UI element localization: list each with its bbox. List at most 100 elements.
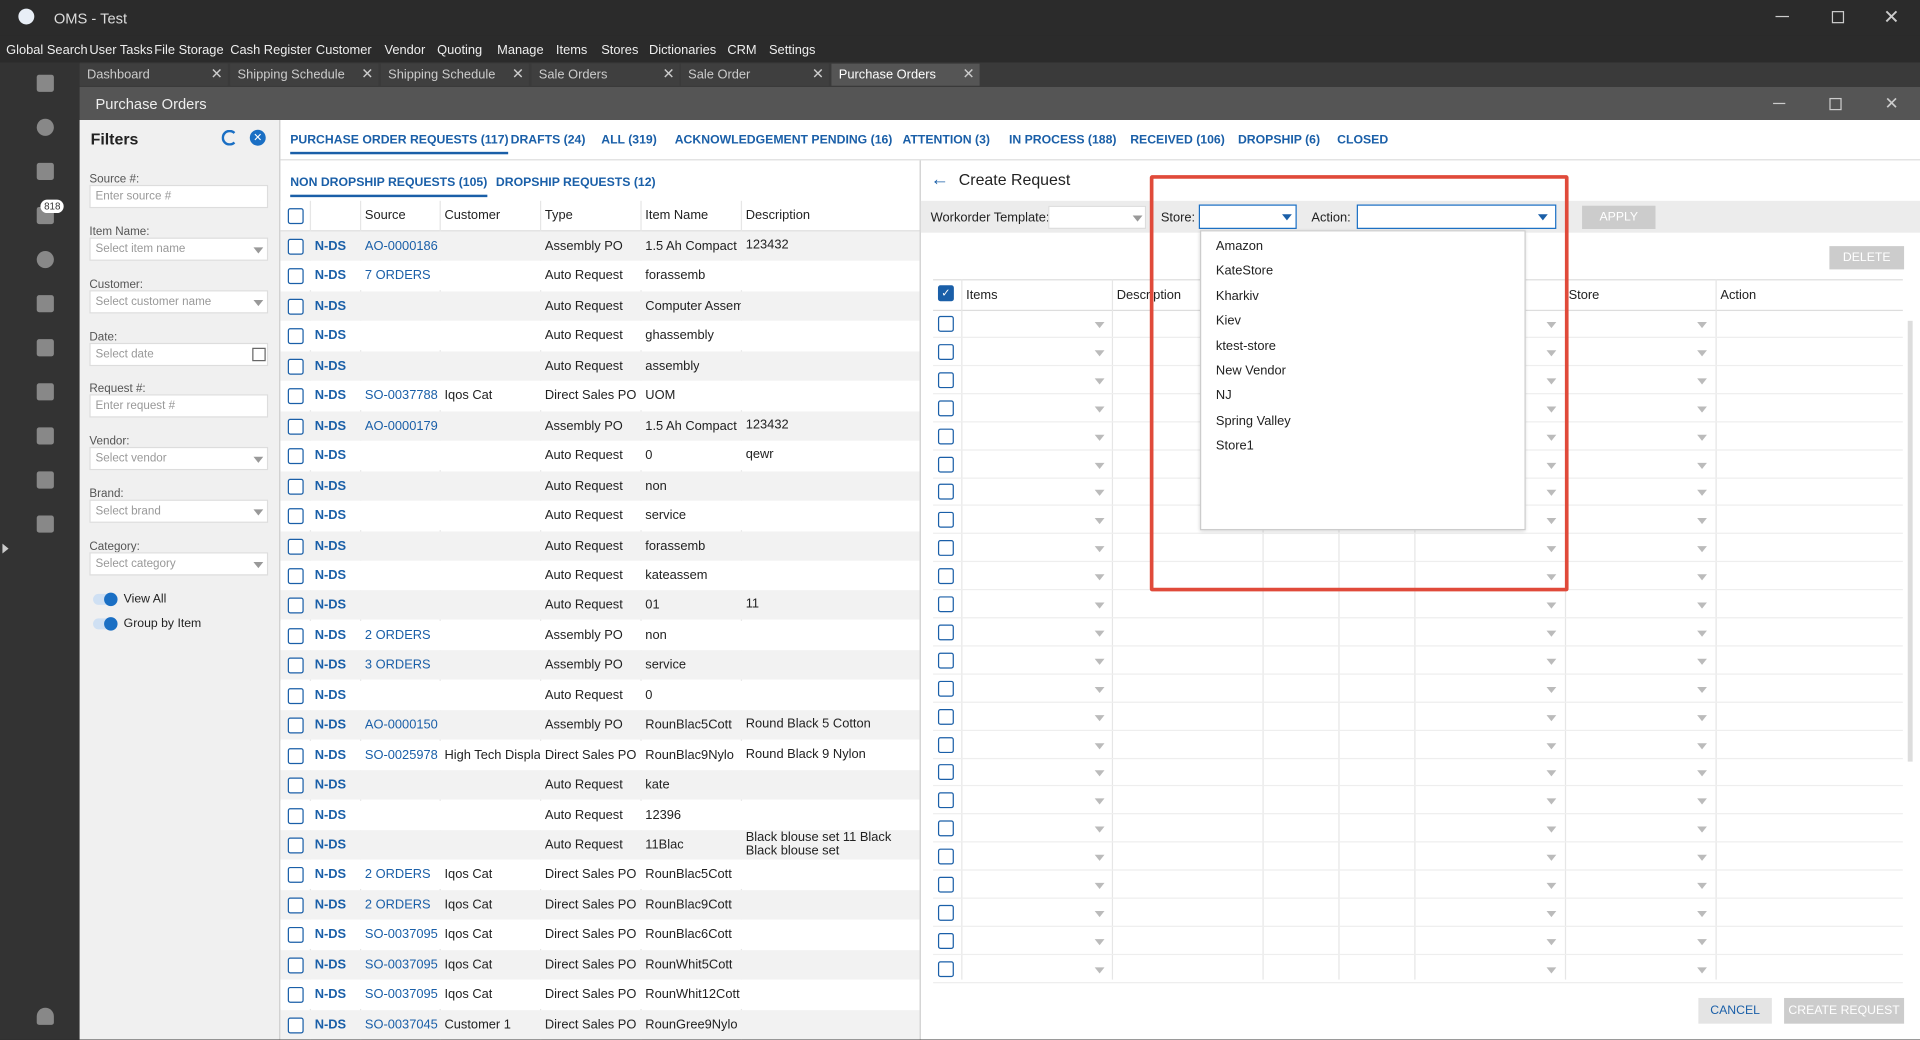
table-cell[interactable]: N-DS xyxy=(314,867,347,883)
grid-row-checkbox[interactable] xyxy=(937,315,954,332)
row-checkbox[interactable] xyxy=(287,238,304,255)
table-cell[interactable]: N-DS xyxy=(314,598,347,613)
dropdown-option[interactable]: KateStore xyxy=(1215,263,1274,279)
grid-row-checkbox[interactable] xyxy=(937,540,954,557)
table-cell[interactable]: N-DS xyxy=(314,448,347,464)
row-checkbox[interactable] xyxy=(287,657,304,674)
dropdown-option[interactable]: Kiev xyxy=(1215,313,1241,329)
grid-select-all[interactable]: ✓ xyxy=(937,285,954,302)
row-checkbox[interactable] xyxy=(287,897,304,914)
grid-row-checkbox[interactable] xyxy=(937,596,954,613)
tab-close[interactable]: ✕ xyxy=(811,64,825,83)
table-cell[interactable]: N-DS xyxy=(314,268,347,284)
table-cell[interactable]: N-DS xyxy=(314,747,347,763)
table-row[interactable] xyxy=(280,860,920,890)
table-row[interactable] xyxy=(280,440,920,471)
row-checkbox[interactable] xyxy=(287,807,304,824)
row-checkbox[interactable] xyxy=(287,627,304,644)
filter-input[interactable]: Select date xyxy=(89,342,269,367)
grid-row-checkbox[interactable] xyxy=(937,512,954,529)
table-row[interactable] xyxy=(280,620,920,651)
cancel-button[interactable]: CANCEL xyxy=(1698,997,1772,1024)
table-cell[interactable]: N-DS xyxy=(314,328,347,344)
grid-row-checkbox[interactable] xyxy=(937,792,954,809)
table-cell[interactable]: AO-0000186 xyxy=(364,238,438,254)
dropdown-option[interactable]: ktest-store xyxy=(1215,338,1276,354)
sidebar-icon[interactable] xyxy=(36,471,54,489)
table-row[interactable] xyxy=(280,470,920,501)
table-cell[interactable]: N-DS xyxy=(314,1017,347,1032)
sidebar-icon[interactable] xyxy=(36,162,54,181)
grid-row-checkbox[interactable] xyxy=(937,764,954,781)
row-checkbox[interactable] xyxy=(287,747,304,764)
menu-item[interactable]: Dictionaries xyxy=(648,42,717,58)
minimize[interactable] xyxy=(1775,15,1789,18)
grid-row-checkbox[interactable] xyxy=(937,568,954,585)
table-cell[interactable]: N-DS xyxy=(314,837,347,853)
back-arrow[interactable]: ← xyxy=(930,168,949,190)
window-min[interactable] xyxy=(1773,102,1786,105)
table-cell[interactable]: N-DS xyxy=(314,777,347,793)
grid-row-checkbox[interactable] xyxy=(937,848,954,865)
grid-row-checkbox[interactable] xyxy=(937,876,954,893)
filter-input[interactable]: Enter source # xyxy=(89,184,269,209)
row-checkbox[interactable] xyxy=(287,268,304,285)
table-cell[interactable]: N-DS xyxy=(314,418,347,434)
table-cell[interactable]: 2 ORDERS xyxy=(364,867,431,883)
menu-item[interactable]: Cash Register xyxy=(230,42,312,58)
table-cell[interactable]: SO-0037095 xyxy=(364,987,438,1002)
table-row[interactable] xyxy=(280,770,920,800)
table-row[interactable] xyxy=(280,291,920,321)
tab-close[interactable]: ✕ xyxy=(662,64,675,83)
table-row[interactable] xyxy=(280,321,920,351)
dropdown-option[interactable]: Amazon xyxy=(1215,238,1264,254)
table-cell[interactable]: N-DS xyxy=(314,657,347,673)
tab[interactable] xyxy=(531,63,680,86)
table-cell[interactable]: N-DS xyxy=(314,987,347,1002)
table-row[interactable] xyxy=(280,650,920,680)
table-cell[interactable]: N-DS xyxy=(314,897,347,913)
dropdown-option[interactable]: Spring Valley xyxy=(1215,413,1291,429)
menu-item[interactable]: Items xyxy=(555,42,588,58)
grid-row-checkbox[interactable] xyxy=(937,484,954,501)
row-checkbox[interactable] xyxy=(287,418,304,435)
store-select[interactable] xyxy=(1198,204,1297,229)
dropdown-option[interactable]: Kharkiv xyxy=(1215,288,1259,304)
grid-row-checkbox[interactable] xyxy=(937,932,954,949)
menu-item[interactable]: Stores xyxy=(601,42,639,58)
table-row[interactable] xyxy=(280,500,920,531)
tab[interactable] xyxy=(230,63,379,86)
status-tab[interactable]: ATTENTION (3) xyxy=(902,133,990,147)
workorder-select[interactable] xyxy=(1048,205,1147,229)
table-cell[interactable]: N-DS xyxy=(314,568,347,583)
filter-input[interactable]: Select customer name xyxy=(89,290,269,314)
table-row[interactable] xyxy=(280,231,920,261)
toggle[interactable] xyxy=(93,593,116,605)
dropdown-option[interactable]: NJ xyxy=(1215,388,1232,404)
table-row[interactable] xyxy=(280,890,920,920)
row-checkbox[interactable] xyxy=(287,867,304,884)
sidebar-icon[interactable] xyxy=(36,251,54,269)
table-row[interactable] xyxy=(280,979,920,1010)
table-row[interactable] xyxy=(280,381,920,411)
tab-label[interactable]: Sale Order xyxy=(688,67,751,83)
tab-close[interactable]: ✕ xyxy=(511,64,525,83)
expand-arrow[interactable] xyxy=(2,543,9,554)
status-tab[interactable]: PURCHASE ORDER REQUESTS (117) xyxy=(290,133,509,155)
tab[interactable] xyxy=(831,63,980,86)
table-cell[interactable]: 2 ORDERS xyxy=(364,897,431,913)
row-checkbox[interactable] xyxy=(287,478,304,495)
create-button[interactable]: CREATE REQUEST xyxy=(1784,997,1905,1024)
table-cell[interactable]: N-DS xyxy=(314,957,347,972)
row-checkbox[interactable] xyxy=(287,448,304,465)
row-checkbox[interactable] xyxy=(287,598,304,614)
window-close[interactable]: ✕ xyxy=(1884,93,1899,113)
table-cell[interactable]: SO-0037788 xyxy=(364,388,438,404)
menu-item[interactable]: Customer xyxy=(315,42,372,58)
filter-input[interactable]: Select category xyxy=(89,552,269,576)
grid-row-checkbox[interactable] xyxy=(937,624,954,641)
filter-input[interactable]: Select brand xyxy=(89,499,269,523)
apply-button[interactable]: APPLY xyxy=(1582,205,1656,229)
tab-label[interactable]: Shipping Schedule xyxy=(388,67,496,83)
row-checkbox[interactable] xyxy=(287,927,304,944)
